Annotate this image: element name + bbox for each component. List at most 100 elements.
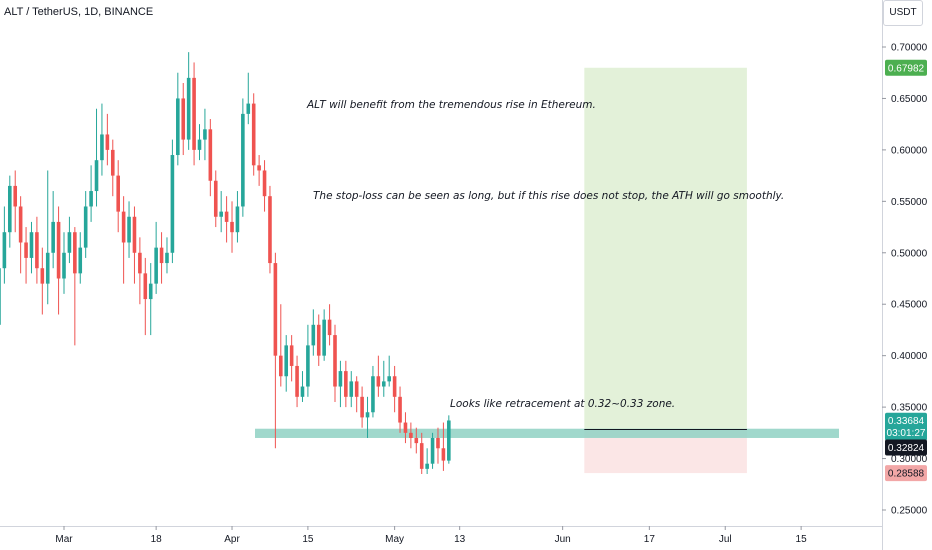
candle-body: [127, 216, 131, 243]
y-tick-label: 0.55000: [891, 197, 928, 208]
x-tick-label: Jun: [555, 534, 571, 545]
candle-body: [143, 273, 148, 300]
candle: [295, 355, 299, 408]
candle: [176, 72, 180, 166]
candle-body: [176, 98, 180, 156]
target-price-badge: 0.67982: [885, 59, 927, 76]
candle: [2, 206, 7, 284]
candle: [284, 335, 289, 392]
support-zone: [255, 428, 839, 438]
target-price-badge-text: 0.67982: [888, 63, 925, 74]
candle-body: [197, 139, 202, 150]
candle-body: [13, 185, 18, 207]
candle: [327, 304, 332, 346]
candle: [154, 221, 158, 294]
x-tick-label: 18: [151, 534, 163, 545]
candle-body: [257, 165, 261, 171]
candle: [241, 98, 245, 217]
candle: [100, 103, 104, 176]
y-tick-label: 0.45000: [891, 300, 928, 311]
candle: [360, 386, 364, 428]
candle-body: [94, 160, 99, 192]
candle-body: [327, 319, 332, 336]
candle-body: [349, 381, 354, 397]
candle: [311, 309, 316, 356]
stop-price-badge: 0.28588: [885, 465, 927, 482]
x-tick-label: 13: [454, 534, 466, 545]
y-tick-label: 0.65000: [891, 94, 928, 105]
candle: [436, 427, 440, 464]
candle: [105, 113, 110, 166]
candle-body: [35, 232, 39, 269]
candle: [110, 139, 115, 197]
candle: [121, 196, 126, 284]
candle: [365, 396, 370, 438]
candle-body: [83, 206, 88, 248]
candle-body: [62, 252, 66, 279]
candle-body: [8, 185, 12, 233]
y-tick-label: 0.25000: [891, 506, 928, 517]
candle: [29, 221, 34, 274]
candle-body: [262, 170, 267, 197]
note-stop-loss: The stop-loss can be seen as long, but i…: [313, 190, 785, 202]
candle-body: [284, 345, 289, 377]
candle: [306, 324, 310, 397]
candle-body: [219, 211, 223, 217]
candle-body: [295, 365, 299, 397]
candle-body: [316, 324, 321, 356]
candle: [338, 360, 343, 408]
candle-body: [203, 129, 207, 140]
candle-body: [148, 283, 153, 300]
candle: [89, 165, 93, 222]
candle: [235, 191, 240, 243]
candle-body: [186, 77, 191, 140]
candle-body: [371, 376, 375, 413]
candle-body: [279, 355, 283, 377]
candle: [398, 386, 402, 433]
candle-body: [425, 463, 429, 469]
note-retracement: Looks like retracement at 0.32~0.33 zone…: [450, 398, 676, 410]
candle-body: [392, 376, 397, 397]
candle: [138, 237, 142, 305]
candle: [381, 360, 386, 397]
last-price-badge-bg: [885, 412, 927, 441]
candle: [349, 371, 354, 408]
stop-price-badge-text: 0.28588: [888, 469, 925, 480]
candle: [316, 314, 321, 366]
candle-body: [246, 103, 251, 114]
candle-body: [376, 376, 381, 387]
candle: [35, 216, 39, 284]
last-price-badge-text: 03:01:27: [887, 428, 926, 439]
candle: [333, 324, 337, 402]
candle-body: [300, 386, 305, 397]
candle: [170, 139, 175, 264]
candle: [181, 83, 186, 156]
candle: [132, 206, 137, 284]
candle-body: [360, 396, 364, 418]
candle: [403, 412, 408, 444]
candle: [62, 232, 66, 294]
candle-body: [40, 268, 45, 284]
candle-body: [2, 232, 7, 269]
x-tick-label: 15: [302, 534, 314, 545]
y-tick-label: 0.40000: [891, 351, 928, 362]
candle-body: [365, 412, 370, 418]
candle: [257, 155, 261, 186]
candle-body: [311, 324, 316, 346]
target-price-badge-bg: [885, 59, 927, 76]
candle: [192, 62, 196, 166]
candle-body: [436, 437, 440, 449]
candle-body: [241, 113, 245, 207]
currency-button[interactable]: USDT: [883, 0, 923, 26]
candle: [51, 191, 55, 269]
candle-body: [273, 263, 278, 356]
candle: [94, 108, 99, 207]
candle: [224, 196, 229, 243]
entry-price-badge-bg: [885, 439, 927, 456]
candle: [159, 232, 164, 284]
candle-body: [306, 345, 310, 387]
candle: [425, 448, 429, 474]
candle: [116, 160, 120, 233]
